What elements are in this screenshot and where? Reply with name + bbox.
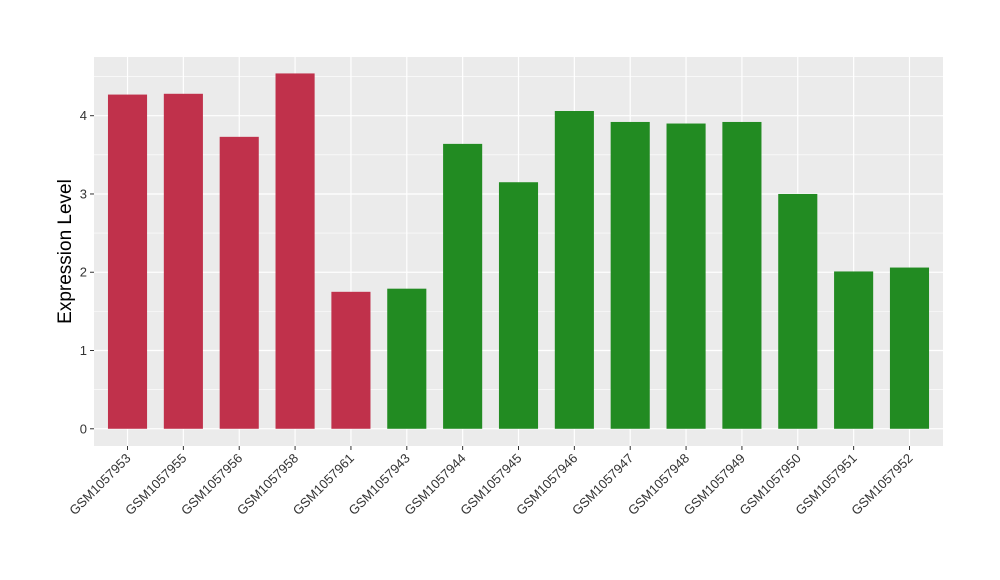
bar-GSM1057949 — [722, 121, 762, 429]
y-tick-label: 1 — [80, 343, 87, 358]
y-axis-title: Expression Level — [55, 179, 76, 324]
bar-GSM1057947 — [610, 121, 650, 429]
bar-GSM1057955 — [163, 93, 203, 429]
y-tick-label: 0 — [80, 421, 87, 436]
bars — [107, 73, 930, 429]
x-axis: GSM1057953GSM1057955GSM1057956GSM1057958… — [66, 446, 916, 518]
bar-GSM1057956 — [219, 136, 259, 429]
bar-GSM1057961 — [331, 291, 371, 429]
y-tick-label: 4 — [80, 108, 87, 123]
bar-GSM1057951 — [834, 271, 874, 429]
y-tick-label: 3 — [80, 186, 87, 201]
y-tick-label: 2 — [80, 265, 87, 280]
bar-GSM1057946 — [554, 111, 594, 429]
bar-GSM1057950 — [778, 193, 818, 429]
bar-GSM1057952 — [889, 267, 930, 429]
bar-GSM1057958 — [275, 73, 315, 429]
y-axis: 0 1 2 3 4 — [80, 108, 94, 436]
bar-GSM1057944 — [443, 143, 483, 429]
bar-GSM1057943 — [387, 288, 427, 429]
bar-GSM1057948 — [666, 123, 706, 429]
bar-GSM1057945 — [498, 182, 539, 429]
bar-GSM1057953 — [107, 94, 148, 429]
